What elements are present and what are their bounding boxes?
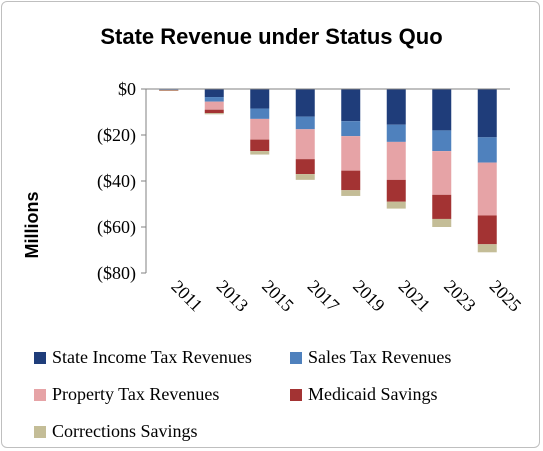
y-tick-label: ($60) [97, 217, 136, 238]
bar-segment [341, 190, 361, 196]
bar-segment [386, 179, 406, 202]
x-tick-label: 2021 [395, 276, 435, 316]
bars-group [159, 89, 497, 253]
bar-segment [432, 218, 452, 227]
bar-segment [341, 89, 361, 122]
bar-segment [386, 124, 406, 142]
bar-segment [204, 113, 224, 115]
bar-segment [204, 101, 224, 110]
bar-segment [386, 89, 406, 125]
y-axis-label: Millions [22, 192, 42, 259]
bar-segment [432, 130, 452, 152]
x-tick-label: 2017 [304, 276, 344, 316]
bar-segment [477, 162, 497, 216]
y-tick-label: $0 [118, 79, 136, 99]
bar-segment [341, 136, 361, 171]
bar-segment [204, 89, 224, 98]
y-ticks-group: $0 ($20) ($40) ($60) ($80) [97, 79, 146, 284]
bar-segment [341, 121, 361, 137]
x-tick-label: 2013 [213, 276, 253, 316]
bar-segment [477, 89, 497, 138]
y-tick-label: ($80) [97, 263, 136, 284]
bar-segment [432, 89, 452, 131]
bar-segment [295, 159, 315, 175]
bar-segment [250, 151, 270, 155]
bar-segment [250, 118, 270, 140]
bar-segment [432, 194, 452, 219]
bar-segment [477, 244, 497, 253]
bar-segment [250, 139, 270, 152]
y-tick-label: ($40) [97, 171, 136, 192]
x-tick-label: 2019 [349, 276, 389, 316]
x-ticks-group: 2011 2013 2015 2017 2019 2021 2023 2025 [167, 276, 525, 316]
bar-segment [295, 89, 315, 117]
bar-segment [295, 116, 315, 130]
x-tick-label: 2025 [486, 276, 526, 316]
bar-segment [477, 215, 497, 245]
x-tick-label: 2023 [440, 276, 480, 316]
bar-segment [295, 174, 315, 180]
bar-segment [159, 90, 179, 91]
bar-segment [204, 97, 224, 102]
bar-segment [432, 151, 452, 195]
bar-segment [250, 89, 270, 109]
x-tick-label: 2011 [167, 276, 206, 315]
bar-segment [386, 141, 406, 180]
bar-segment [204, 109, 224, 114]
bar-segment [295, 129, 315, 160]
bar-segment [386, 201, 406, 209]
bar-segment [341, 170, 361, 191]
chart-title: State Revenue under Status Quo [100, 24, 443, 49]
x-tick-label: 2015 [258, 276, 298, 316]
bar-segment [477, 137, 497, 163]
bar-segment [250, 108, 270, 119]
y-tick-label: ($20) [97, 125, 136, 146]
